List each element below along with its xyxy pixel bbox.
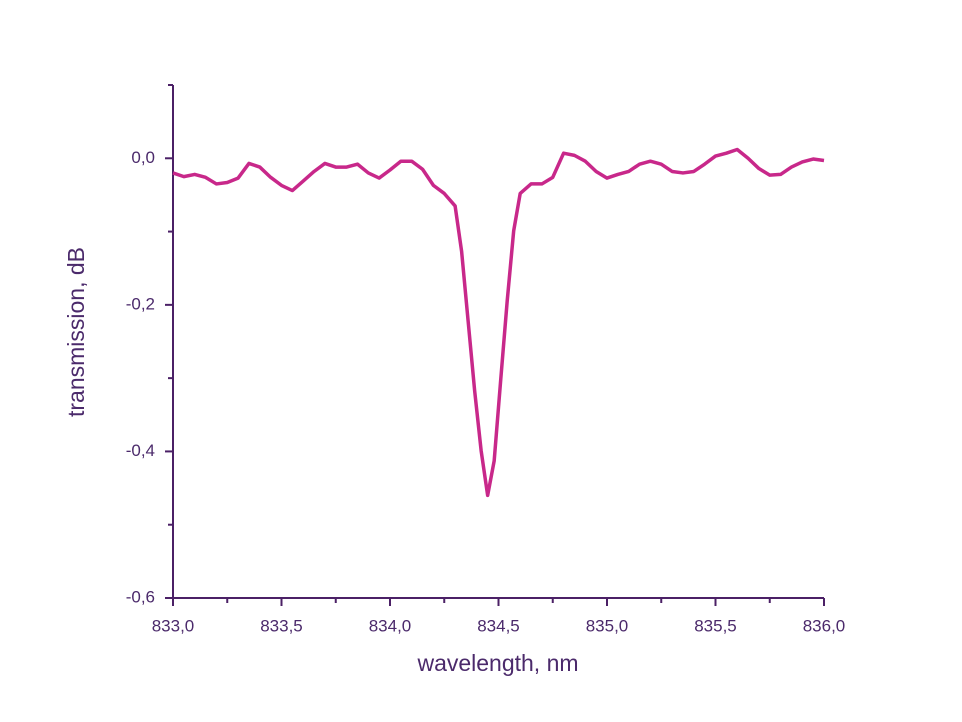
x-tick-label: 833,5	[260, 616, 303, 635]
y-tick-label: 0,0	[131, 148, 155, 167]
data-line	[172, 147, 825, 498]
x-axis-label: wavelength, nm	[416, 650, 578, 676]
x-tick-label: 833,0	[152, 616, 195, 635]
y-tick-label: -0,4	[126, 441, 155, 460]
x-tick-label: 834,0	[369, 616, 412, 635]
x-tick-label: 836,0	[803, 616, 846, 635]
y-tick-label: -0,2	[126, 294, 155, 313]
y-axis-label: transmission, dB	[63, 247, 89, 417]
y-tick-label: -0,6	[126, 587, 155, 606]
x-tick-label: 834,5	[477, 616, 520, 635]
x-tick-label: 835,0	[586, 616, 629, 635]
x-tick-label: 835,5	[694, 616, 737, 635]
